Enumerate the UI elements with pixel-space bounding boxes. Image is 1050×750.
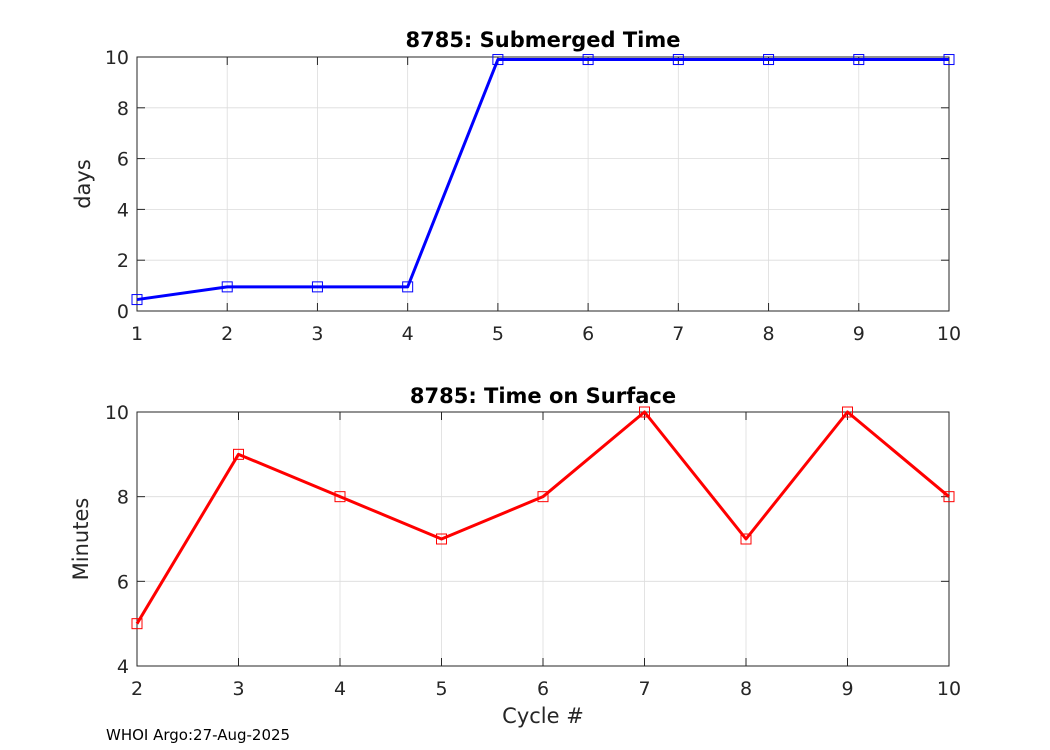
- data-point-marker: [842, 406, 853, 418]
- y-tick-label: 8: [117, 487, 129, 509]
- x-tick-label: 4: [334, 678, 346, 700]
- x-tick-label: 2: [221, 323, 233, 345]
- y-axis-label: Minutes: [69, 498, 93, 581]
- x-tick-label: 8: [763, 323, 775, 345]
- plot-area: [137, 57, 949, 311]
- data-point-marker: [537, 491, 549, 503]
- y-tick-label: 6: [117, 571, 129, 593]
- data-point-marker: [853, 54, 865, 66]
- y-tick-label: 10: [105, 402, 129, 424]
- data-point-marker: [436, 533, 447, 545]
- data-point-marker: [582, 54, 594, 66]
- y-tick-label: 8: [117, 98, 129, 120]
- data-point-marker: [233, 448, 244, 460]
- data-point-marker: [639, 406, 650, 418]
- x-tick-label: 9: [853, 323, 865, 345]
- series-line: [135, 410, 950, 625]
- data-point-marker: [763, 54, 775, 66]
- x-tick-label: 5: [435, 678, 447, 700]
- x-tick-label: 3: [311, 323, 323, 345]
- data-point-marker: [131, 294, 143, 306]
- footer-credit: WHOI Argo:27-Aug-2025: [106, 726, 290, 744]
- data-point-marker: [334, 491, 346, 503]
- y-tick-label: 0: [117, 301, 129, 323]
- axes-box: [136, 56, 950, 312]
- time-on-surface-chart: 2 3 4 5 6 7 8 9 10 4 6 8 10 8785: Time on Surface Mi…: [69, 384, 961, 728]
- data-point-marker: [672, 54, 684, 66]
- x-tick-label: 9: [841, 678, 853, 700]
- data-point-marker: [131, 618, 143, 630]
- x-tick-label: 6: [582, 323, 594, 345]
- data-point-marker: [943, 491, 955, 503]
- data-point-marker: [943, 54, 955, 66]
- series-line: [136, 58, 949, 302]
- x-tick-label: 10: [937, 323, 961, 345]
- x-tick-label: 7: [672, 323, 684, 345]
- data-point-marker: [221, 281, 233, 293]
- y-tick-label: 4: [117, 656, 129, 678]
- data-point-marker: [311, 281, 323, 293]
- x-axis-label: Cycle #: [502, 704, 584, 728]
- x-tick-label: 10: [937, 678, 961, 700]
- x-tick-label: 1: [131, 323, 143, 345]
- x-tick-label: 8: [740, 678, 752, 700]
- x-tick-label: 4: [402, 323, 414, 345]
- chart-title: 8785: Time on Surface: [410, 384, 676, 408]
- data-point-marker: [740, 533, 752, 545]
- x-tick-label: 6: [537, 678, 549, 700]
- x-tick-label: 3: [232, 678, 244, 700]
- y-tick-label: 2: [117, 250, 129, 272]
- x-tick-label: 7: [638, 678, 650, 700]
- y-tick-label: 6: [117, 149, 129, 171]
- chart-title: 8785: Submerged Time: [405, 28, 680, 52]
- data-point-marker: [402, 281, 414, 293]
- x-tick-label: 5: [492, 323, 504, 345]
- y-axis-label: days: [71, 159, 95, 209]
- y-tick-label: 4: [117, 199, 129, 221]
- y-tick-label: 10: [105, 47, 129, 69]
- x-tick-label: 2: [131, 678, 143, 700]
- data-point-marker: [492, 54, 504, 66]
